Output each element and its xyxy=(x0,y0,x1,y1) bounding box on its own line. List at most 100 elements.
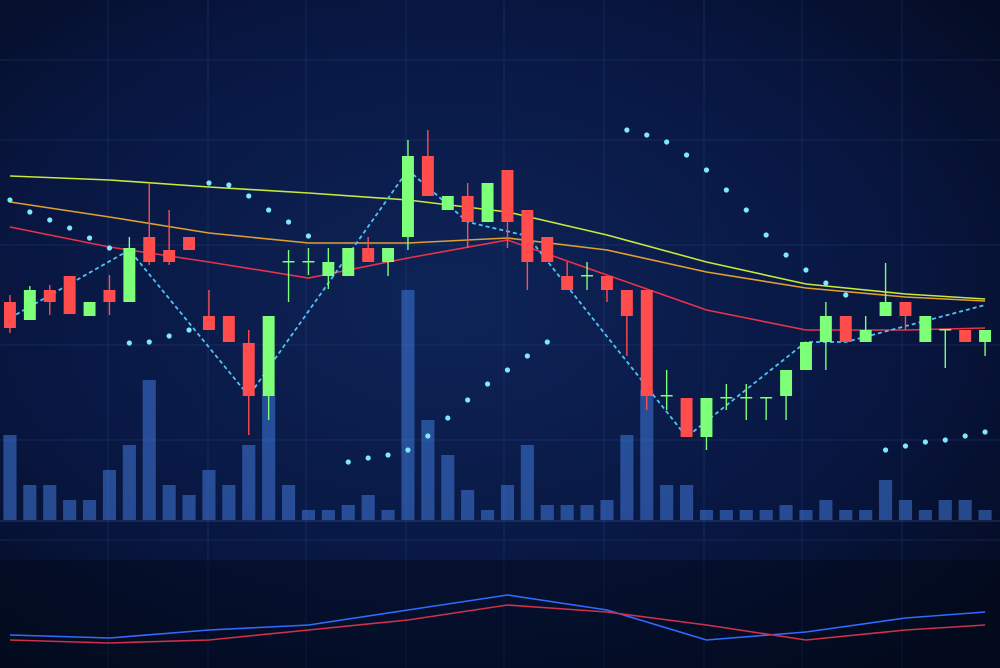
volume-bar xyxy=(401,290,415,520)
volume-bar xyxy=(162,485,176,520)
candle-body xyxy=(780,370,793,396)
volume-bar xyxy=(480,510,495,520)
candle-body xyxy=(63,276,76,314)
candle-body xyxy=(242,343,255,396)
oscillator-panel xyxy=(0,560,1000,668)
volume-bar xyxy=(321,510,335,520)
volume-bar xyxy=(938,500,952,520)
sar-dot xyxy=(484,381,491,387)
candle-body xyxy=(899,302,912,316)
volume-bar xyxy=(102,470,117,520)
sar-dot xyxy=(922,439,928,445)
sar-dot xyxy=(902,443,909,449)
sar-dot xyxy=(226,182,232,188)
sar-dot xyxy=(106,245,113,251)
volume-bar xyxy=(600,500,614,520)
volume-bar xyxy=(63,500,77,520)
sar-dot xyxy=(763,232,769,238)
volume-bar xyxy=(879,480,893,520)
candle-body xyxy=(163,250,176,262)
candle-body xyxy=(600,276,613,290)
sar-dot xyxy=(465,397,471,403)
volume-bar xyxy=(500,485,515,520)
volume-bar xyxy=(222,485,236,520)
sar-dot xyxy=(843,292,849,298)
volume-bar xyxy=(799,510,813,520)
candle-body xyxy=(23,290,36,320)
candle-body xyxy=(620,290,633,316)
candle-body xyxy=(501,170,514,222)
candle-body xyxy=(3,302,16,328)
candle-body xyxy=(800,342,812,370)
sar-dot xyxy=(823,280,829,286)
volume-bar xyxy=(719,510,733,520)
sar-dot xyxy=(644,132,650,138)
volume-bar xyxy=(202,470,216,520)
sar-dot xyxy=(962,433,968,439)
candle-body xyxy=(43,290,56,302)
candle-body xyxy=(760,397,773,399)
sar-dot xyxy=(27,209,33,215)
candle-body xyxy=(919,316,932,342)
candle-body xyxy=(222,316,235,342)
candle-body xyxy=(262,316,275,396)
volume-bar xyxy=(839,510,853,520)
volume-bar xyxy=(660,485,674,520)
volume-bar xyxy=(43,485,57,520)
sar-dot xyxy=(246,193,252,199)
candle-body xyxy=(581,275,594,277)
candle-body xyxy=(382,248,395,262)
volume-bar xyxy=(819,500,833,520)
volume-bar xyxy=(560,505,574,520)
volume-bar xyxy=(520,445,534,520)
candle-body xyxy=(819,316,832,342)
sar-dot xyxy=(385,452,391,458)
sar-dot xyxy=(345,459,351,465)
candle-body xyxy=(322,262,335,276)
candle-body xyxy=(83,302,96,316)
candle-body xyxy=(640,290,653,396)
volume-bar xyxy=(361,495,375,520)
sar-dot xyxy=(266,207,272,213)
volume-bar xyxy=(580,505,594,520)
sar-dot xyxy=(285,219,292,225)
volume-bar xyxy=(739,510,753,520)
volume-bar xyxy=(281,485,296,520)
sar-dot xyxy=(743,207,749,213)
sar-dot xyxy=(723,187,729,193)
volume-bar xyxy=(779,505,793,520)
candle-body xyxy=(481,183,494,222)
volume-bar xyxy=(262,395,276,520)
volume-bar xyxy=(142,380,156,520)
sar-dot xyxy=(703,167,710,173)
candle-body xyxy=(979,330,992,342)
sar-dot xyxy=(524,353,530,359)
volume-bar xyxy=(182,495,196,520)
candle-body xyxy=(282,261,295,263)
candle-body xyxy=(740,397,753,399)
sar-dot xyxy=(365,455,371,461)
candle-body xyxy=(441,196,454,210)
candle-body xyxy=(879,302,892,316)
volume-bar xyxy=(918,510,932,520)
candle-body xyxy=(183,237,196,250)
sar-dot xyxy=(425,433,431,439)
candle-body xyxy=(143,237,156,262)
candle-body xyxy=(541,237,554,262)
volume-bar xyxy=(958,500,972,520)
sar-dot xyxy=(942,437,948,443)
volume-bar xyxy=(23,485,37,520)
sar-dot xyxy=(664,139,670,145)
candle-body xyxy=(720,397,733,399)
sar-dot xyxy=(783,252,789,258)
volume-bar xyxy=(978,510,992,520)
sar-dot xyxy=(445,415,451,421)
volume-bar xyxy=(381,510,395,520)
candle-body xyxy=(401,156,414,237)
indicator-line xyxy=(9,604,986,644)
indicator-line xyxy=(9,594,986,641)
volume-bar xyxy=(859,510,873,520)
candle-body xyxy=(939,329,952,331)
